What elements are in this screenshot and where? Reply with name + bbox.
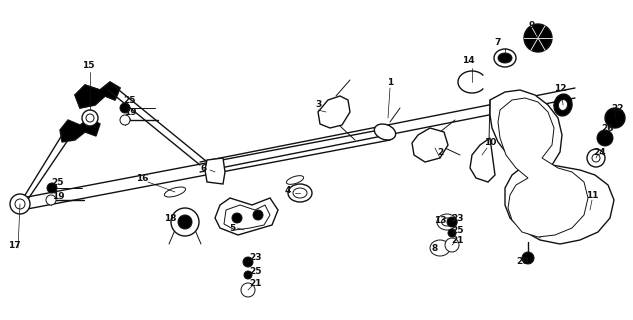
Polygon shape [412,128,448,162]
Circle shape [445,238,459,252]
Circle shape [447,217,457,227]
Text: 25: 25 [123,95,136,105]
Text: 1: 1 [387,77,393,86]
Ellipse shape [558,100,568,110]
Circle shape [243,257,253,267]
Text: 3: 3 [315,100,321,108]
Circle shape [120,103,130,113]
Circle shape [232,213,242,223]
Circle shape [10,194,30,214]
Text: 7: 7 [495,37,501,46]
Text: 22: 22 [611,103,624,113]
Circle shape [597,130,613,146]
Text: 17: 17 [8,241,20,250]
Text: 23: 23 [249,253,261,262]
Text: 25: 25 [249,267,261,276]
Text: 19: 19 [52,191,65,201]
Ellipse shape [430,240,450,256]
Text: 11: 11 [586,190,598,199]
Circle shape [82,110,98,126]
Circle shape [47,183,57,193]
Text: 10: 10 [484,138,496,147]
Polygon shape [75,82,120,108]
Polygon shape [75,82,120,108]
Circle shape [171,208,199,236]
Ellipse shape [288,184,312,202]
Text: 9: 9 [529,20,535,29]
Ellipse shape [498,53,512,63]
Text: 20: 20 [516,258,528,267]
Text: 8: 8 [432,244,438,252]
Polygon shape [498,98,588,237]
Text: 2: 2 [437,148,443,156]
Ellipse shape [554,94,572,116]
Text: 19: 19 [123,108,136,116]
Text: 18: 18 [164,213,176,222]
Circle shape [15,199,25,209]
Ellipse shape [165,187,185,197]
Text: 15: 15 [82,60,94,69]
Ellipse shape [286,176,304,184]
Circle shape [522,252,534,264]
Circle shape [587,149,605,167]
Ellipse shape [374,124,396,140]
Text: 6: 6 [201,164,207,172]
Polygon shape [205,158,225,184]
Circle shape [244,271,252,279]
Text: 23: 23 [452,213,464,222]
Text: 5: 5 [229,223,235,233]
Polygon shape [318,96,350,128]
Text: 4: 4 [285,186,291,195]
Polygon shape [490,90,614,244]
Circle shape [253,210,263,220]
Text: 24: 24 [594,148,606,156]
Ellipse shape [494,49,516,67]
Text: 25: 25 [52,178,65,187]
Text: 21: 21 [249,278,261,287]
Circle shape [524,24,552,52]
Ellipse shape [437,214,457,230]
Circle shape [86,114,94,122]
Circle shape [448,229,456,237]
Text: 13: 13 [434,215,446,225]
Text: 21: 21 [452,236,464,244]
Circle shape [178,215,192,229]
Polygon shape [60,118,100,142]
Text: 12: 12 [554,84,567,92]
Polygon shape [224,205,270,230]
Polygon shape [215,198,278,235]
Circle shape [241,283,255,297]
Circle shape [605,108,625,128]
Ellipse shape [293,188,307,198]
Circle shape [46,195,56,205]
Text: 26: 26 [602,124,614,132]
Text: 14: 14 [461,55,474,65]
Polygon shape [470,138,495,182]
Circle shape [592,154,600,162]
Circle shape [120,115,130,125]
Text: 25: 25 [452,226,464,235]
Ellipse shape [441,218,453,226]
Text: 16: 16 [135,173,148,182]
